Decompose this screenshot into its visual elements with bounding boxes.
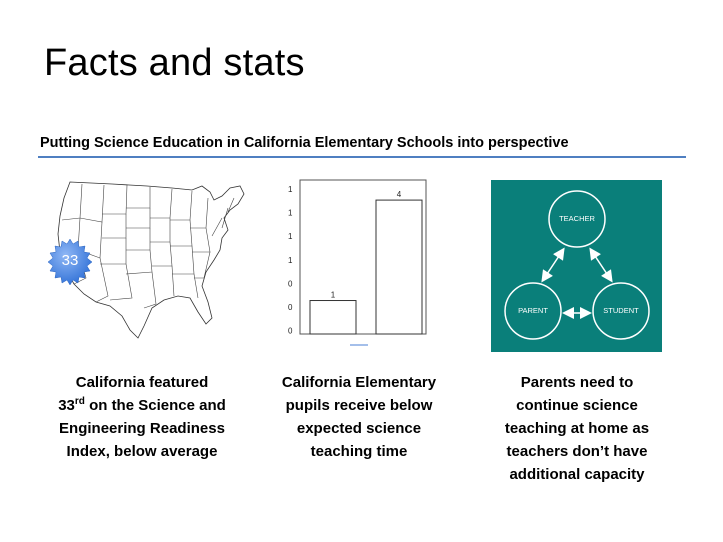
bar <box>309 300 357 335</box>
slide-title: Facts and stats <box>44 42 305 84</box>
teacher-student-arrow <box>589 247 613 283</box>
bar-chart-svg: 1 1 1 1 0 0 0 1 4 <box>288 179 427 346</box>
parent-label: PARENT <box>518 306 548 315</box>
usa-map-drawing <box>57 181 245 339</box>
caption-parents: Parents need to continue science teachin… <box>504 374 650 483</box>
y-tick-label: 1 <box>288 256 293 265</box>
caption-ranking-number: 33 <box>58 397 75 414</box>
rank-badge-icon <box>47 238 93 286</box>
y-tick-label: 0 <box>288 303 293 312</box>
y-tick-label: 1 <box>288 209 293 218</box>
caption-ranking-ordinal: rd <box>74 396 85 407</box>
y-tick-label: 1 <box>288 232 293 241</box>
rank-badge-value: 33 <box>61 252 79 269</box>
parent-node <box>504 282 562 340</box>
teacher-label: TEACHER <box>559 214 595 223</box>
y-tick-label: 0 <box>288 279 293 288</box>
caption-ranking-line1: California featured <box>75 374 209 391</box>
bar-data-label: 4 <box>397 190 402 199</box>
slide-subtitle: Putting Science Education in California … <box>40 135 569 151</box>
bar-data-label: 1 <box>331 291 336 300</box>
caption-teaching-time: California Elementary pupils receive bel… <box>281 374 437 460</box>
caption-ranking: California featured 33rd on the Science … <box>57 371 227 463</box>
student-label: STUDENT <box>603 306 639 315</box>
usa-map: 33 <box>47 178 262 353</box>
parent-teacher-student-diagram: TEACHER PARENT STUDENT <box>491 180 662 352</box>
teacher-node <box>548 190 606 248</box>
bar-chart: 1 1 1 1 0 0 0 1 4 <box>282 178 430 350</box>
bar <box>375 199 423 335</box>
teacher-parent-arrow <box>541 247 565 283</box>
plot-frame <box>299 179 427 335</box>
cycle-diagram-svg <box>504 190 650 340</box>
subtitle-divider <box>38 156 686 158</box>
student-node <box>592 282 650 340</box>
y-tick-label: 0 <box>288 327 293 336</box>
caption-ranking-rest: on the Science and Engineering Readiness… <box>59 397 226 460</box>
y-tick-label: 1 <box>288 185 293 194</box>
